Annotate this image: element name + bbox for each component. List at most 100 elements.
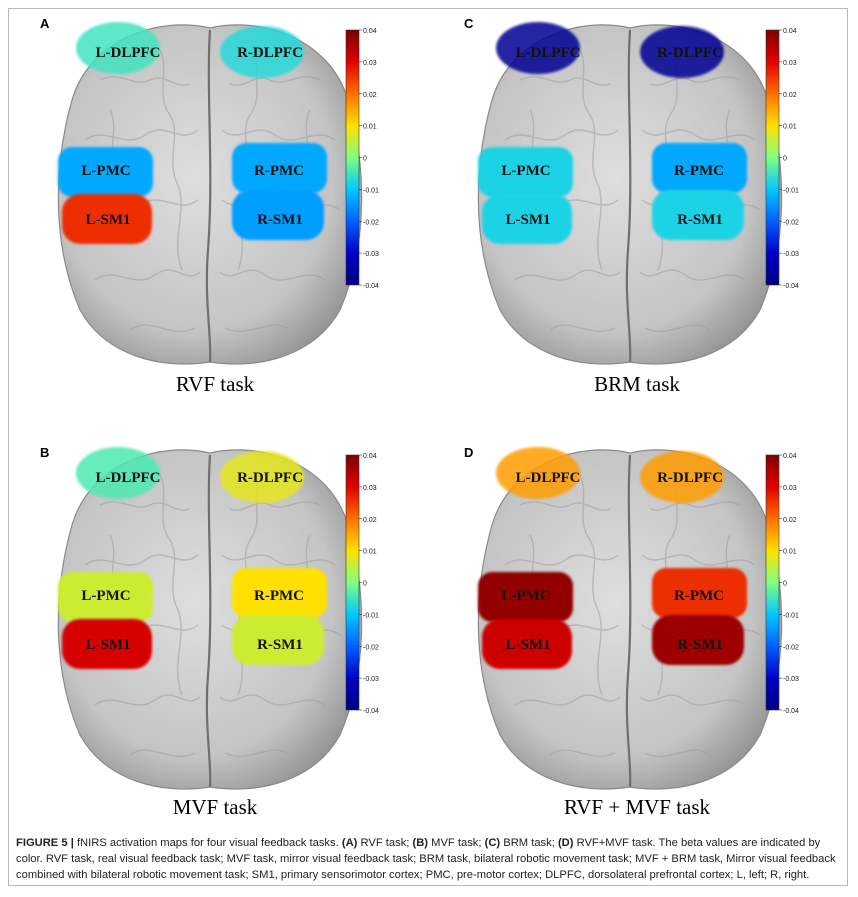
colorbar-tick-label: -0.04	[363, 708, 379, 715]
brain-gyrus	[639, 694, 746, 706]
panel-d: L-DLPFC R-DLPFC L-PMC R-PMC L-SM1 R-SM1 0.04 0.…	[430, 435, 850, 835]
caption-text-c: BRM task;	[500, 837, 558, 849]
brain-gyrus	[219, 694, 326, 706]
colorbar-tick-label: 0.03	[783, 60, 797, 67]
panel-c: L-DLPFC R-DLPFC L-PMC R-PMC L-SM1 R-SM1 0.04 0.…	[430, 10, 850, 410]
brain-gyrus	[504, 129, 619, 141]
label-r-pmc: R-PMC	[674, 588, 724, 604]
brain-gyrus	[224, 749, 291, 758]
brain-gyrus	[159, 474, 183, 696]
roi-r-sm1	[652, 615, 744, 665]
longitudinal-fissure	[205, 29, 212, 363]
figure-caption: FIGURE 5 | fNIRS activation maps for fou…	[16, 835, 842, 883]
label-r-sm1: R-SM1	[677, 637, 723, 653]
roi-l-sm1	[482, 619, 572, 669]
colorbar	[765, 454, 780, 711]
brain-gyrus	[221, 554, 336, 566]
brain-gyrus	[641, 129, 756, 141]
label-l-pmc: L-PMC	[501, 163, 550, 179]
roi-l-sm1	[62, 194, 152, 244]
colorbar-tick-label: -0.02	[783, 219, 799, 226]
colorbar-tick-label: -0.04	[363, 283, 379, 290]
brain-gyrus	[99, 76, 191, 86]
label-l-sm1: L-SM1	[506, 637, 551, 653]
roi-l-dlpfc	[76, 22, 160, 74]
brain-gyrus	[639, 269, 746, 281]
panel-a: L-DLPFC R-DLPFC L-PMC R-PMC L-SM1 R-SM1 0.04 0.…	[10, 10, 430, 410]
brain-gyrus	[94, 694, 201, 706]
roi-r-pmc	[232, 568, 327, 618]
brain-gyrus	[514, 694, 621, 706]
label-l-dlpfc: L-DLPFC	[96, 45, 161, 61]
roi-r-dlpfc	[640, 26, 724, 78]
label-r-sm1: R-SM1	[257, 637, 303, 653]
brain-gyrus	[644, 324, 711, 333]
brain-gyrus	[649, 501, 741, 511]
panel-letter: B	[40, 445, 50, 460]
colorbar-tick-label: -0.01	[783, 612, 799, 619]
brain-gyrus	[644, 749, 711, 758]
panel-title: RVF + MVF task	[563, 795, 711, 819]
label-l-sm1: L-SM1	[506, 212, 551, 228]
colorbar-tick-label: -0.01	[363, 187, 379, 194]
panel-letter: D	[464, 445, 474, 460]
colorbar-tick-label: 0.04	[783, 453, 797, 460]
colorbar-tick-label: -0.03	[363, 676, 379, 683]
roi-r-pmc	[232, 143, 327, 193]
colorbar-tick-label: 0.01	[783, 124, 797, 131]
colorbar-tick-label: 0	[783, 581, 787, 588]
roi-r-dlpfc	[220, 26, 304, 78]
colorbar-tick-label: -0.01	[363, 612, 379, 619]
brain-gyrus	[229, 501, 321, 511]
roi-r-dlpfc	[220, 451, 304, 503]
caption-text-a: RVF task;	[357, 837, 413, 849]
colorbar-tick-label: 0	[363, 581, 367, 588]
roi-r-sm1	[232, 190, 324, 240]
brain-gyrus	[159, 49, 183, 271]
colorbar-tick-label: -0.04	[783, 708, 799, 715]
colorbar-tick-label: -0.02	[363, 644, 379, 651]
roi-r-sm1	[652, 190, 744, 240]
colorbar-tick-label: 0	[783, 156, 787, 163]
panel-title: RVF task	[175, 372, 255, 396]
colorbar-tick-label: -0.04	[783, 283, 799, 290]
roi-l-pmc	[58, 572, 153, 622]
label-r-pmc: R-PMC	[674, 163, 724, 179]
longitudinal-fissure	[625, 29, 632, 363]
colorbar-tick-label: 0.04	[363, 453, 377, 460]
label-l-sm1: L-SM1	[86, 212, 131, 228]
longitudinal-fissure	[205, 454, 212, 788]
roi-l-pmc	[58, 147, 153, 197]
colorbar-tick-label: -0.02	[783, 644, 799, 651]
caption-key-a: (A)	[341, 837, 358, 849]
label-r-pmc: R-PMC	[254, 163, 304, 179]
label-l-pmc: L-PMC	[81, 163, 130, 179]
colorbar-tick-label: -0.02	[363, 219, 379, 226]
caption-text-b: MVF task;	[428, 837, 485, 849]
brain-gyrus	[519, 501, 611, 511]
panel-a-graphic: L-DLPFC R-DLPFC L-PMC R-PMC L-SM1 R-SM1 0.04 0.…	[57, 22, 379, 365]
brain-gyrus	[129, 324, 196, 333]
colorbar-tick-label: -0.01	[783, 187, 799, 194]
roi-l-pmc	[478, 572, 573, 622]
brain-gyrus	[129, 749, 196, 758]
colorbar-tick-label: 0.03	[363, 60, 377, 67]
brain-gyrus	[504, 554, 619, 566]
roi-r-pmc	[652, 568, 747, 618]
caption-key-b: (B)	[412, 837, 429, 849]
roi-r-sm1	[232, 615, 324, 665]
colorbar	[345, 29, 360, 286]
colorbar	[345, 454, 360, 711]
brain-gyrus	[579, 474, 603, 696]
caption-key-c: (C)	[484, 837, 501, 849]
brain-gyrus	[514, 269, 621, 281]
panel-title: BRM task	[594, 372, 680, 396]
label-l-pmc: L-PMC	[81, 588, 130, 604]
colorbar-tick-label: 0.02	[363, 517, 377, 524]
colorbar	[765, 29, 780, 286]
label-l-sm1: L-SM1	[86, 637, 131, 653]
colorbar-tick-label: 0	[363, 156, 367, 163]
brain-gyrus	[579, 49, 603, 271]
colorbar-tick-label: -0.03	[363, 251, 379, 258]
roi-l-dlpfc	[496, 22, 580, 74]
